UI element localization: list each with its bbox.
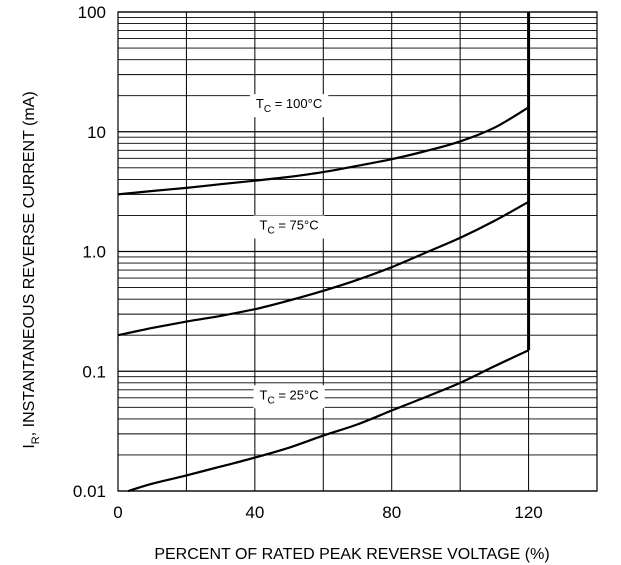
x-tick-label: 40 (245, 503, 264, 522)
series-label-0: TC = 100°C (249, 94, 329, 118)
curve-labels: TC = 100°CTC = 75°CTC = 25°C (249, 94, 329, 409)
series-label-background (253, 215, 325, 239)
series-label-symbol: T (260, 387, 268, 402)
series-label-value: = 25°C (275, 387, 319, 402)
series-line-0 (117, 106, 530, 196)
series-line-1 (117, 200, 530, 337)
series-label-subscript: C (267, 395, 274, 406)
y-tick-labels: 0.01 0.1 1.0 10 100 (73, 3, 106, 501)
series-label-1: TC = 75°C (253, 215, 325, 239)
x-tick-label: 80 (382, 503, 401, 522)
series-label-symbol: T (260, 217, 268, 232)
series-label-value: = 100°C (271, 96, 322, 111)
y-axis-label-symbol: I (21, 444, 38, 448)
y-axis-label-subscript: R (30, 436, 42, 444)
series-label-background (249, 94, 329, 118)
plot-frame (117, 11, 598, 492)
y-axis-label-text: , INSTANTANEOUS REVERSE CURRENT (mA) (21, 91, 38, 436)
series-label-text: TC = 75°C (260, 217, 319, 236)
series-label-background (253, 385, 325, 409)
x-tick-labels: 0 40 80 120 (113, 503, 542, 522)
y-tick-label: 0.01 (73, 482, 106, 501)
series-line-2 (127, 349, 530, 493)
curves (117, 106, 530, 493)
x-axis-label: PERCENT OF RATED PEAK REVERSE VOLTAGE (%… (154, 546, 549, 563)
series-label-text: TC = 100°C (256, 96, 322, 115)
y-tick-label: 100 (78, 3, 106, 22)
x-tick-label: 120 (514, 503, 542, 522)
y-tick-label: 0.1 (82, 362, 106, 381)
y-tick-label: 1.0 (82, 243, 106, 262)
series-label-subscript: C (267, 225, 274, 236)
series-label-symbol: T (256, 96, 264, 111)
x-tick-label: 0 (113, 503, 122, 522)
y-axis-label: IR, INSTANTANEOUS REVERSE CURRENT (mA) (21, 91, 42, 448)
series-label-value: = 75°C (275, 217, 319, 232)
y-tick-label: 10 (87, 123, 106, 142)
series-label-2: TC = 25°C (253, 385, 325, 409)
series-label-text: TC = 25°C (260, 387, 319, 406)
series-label-subscript: C (264, 104, 271, 115)
grid (117, 11, 598, 492)
